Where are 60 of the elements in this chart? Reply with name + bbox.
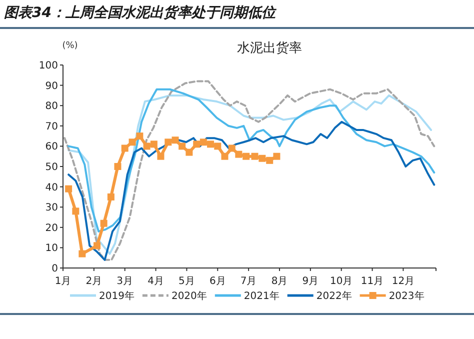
y-tick-label: 20 [45, 222, 58, 234]
point [157, 152, 164, 160]
legend-label: 2022年 [316, 290, 352, 302]
point [128, 138, 136, 146]
y-tick-label: 0 [52, 264, 58, 274]
point [100, 220, 108, 227]
y-tick-label: 70 [45, 121, 58, 132]
point [251, 152, 258, 160]
point [114, 163, 122, 170]
y-tick-label: 90 [45, 80, 58, 92]
y-axis-title: (%) [62, 41, 78, 51]
point [258, 154, 266, 162]
chart-subtitle: 水泥出货率 [237, 40, 302, 56]
point [242, 152, 250, 160]
point [200, 138, 207, 146]
point [207, 140, 214, 148]
point [136, 132, 144, 140]
legend-label: 2020年 [171, 290, 207, 302]
point [214, 142, 222, 150]
point [78, 250, 86, 258]
point [178, 142, 186, 150]
point [143, 142, 150, 150]
x-tick-label: 1月 [54, 276, 72, 287]
point [164, 138, 172, 146]
y-tick-label: 40 [45, 182, 58, 194]
legend-label: 2019年 [99, 290, 134, 302]
x-tick-label: 11月 [360, 276, 384, 287]
point [72, 208, 80, 215]
x-tick-label: 7月 [240, 276, 257, 287]
point [121, 144, 128, 152]
y-tick-label: 80 [45, 101, 58, 112]
point [150, 140, 158, 148]
point [235, 150, 242, 158]
point [228, 144, 236, 152]
point [193, 140, 200, 148]
y-tick-label: 100 [38, 60, 58, 72]
x-tick-label: 9月 [302, 276, 319, 287]
x-tick-label: 4月 [148, 276, 164, 287]
x-tick-label: 8月 [271, 276, 288, 287]
x-tick-label: 10月 [330, 276, 353, 287]
y-tick-label: 30 [45, 202, 58, 214]
y-tick-label: 10 [45, 243, 58, 254]
y-tick-label: 60 [45, 142, 58, 153]
legend-label: 2023年 [388, 290, 424, 302]
x-tick-label: 2月 [86, 276, 102, 287]
x-tick-label: 3月 [116, 276, 134, 287]
legend-label: 2021年 [244, 290, 280, 302]
point [65, 185, 72, 192]
x-tick-label: 6月 [209, 276, 226, 287]
x-tick-label: 12月 [392, 276, 415, 287]
point [273, 152, 280, 160]
point [221, 152, 228, 160]
point [266, 156, 274, 164]
point [186, 148, 193, 156]
chart-title: 图表34：上周全国水泥出货率处于同期低位 [4, 4, 278, 21]
x-tick-label: 5月 [178, 276, 195, 287]
point [172, 136, 179, 144]
y-tick-label: 50 [45, 162, 58, 173]
point [107, 193, 114, 200]
point [94, 242, 101, 250]
